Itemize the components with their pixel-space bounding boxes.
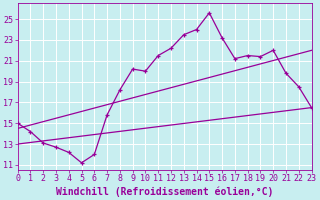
X-axis label: Windchill (Refroidissement éolien,°C): Windchill (Refroidissement éolien,°C) (56, 186, 273, 197)
